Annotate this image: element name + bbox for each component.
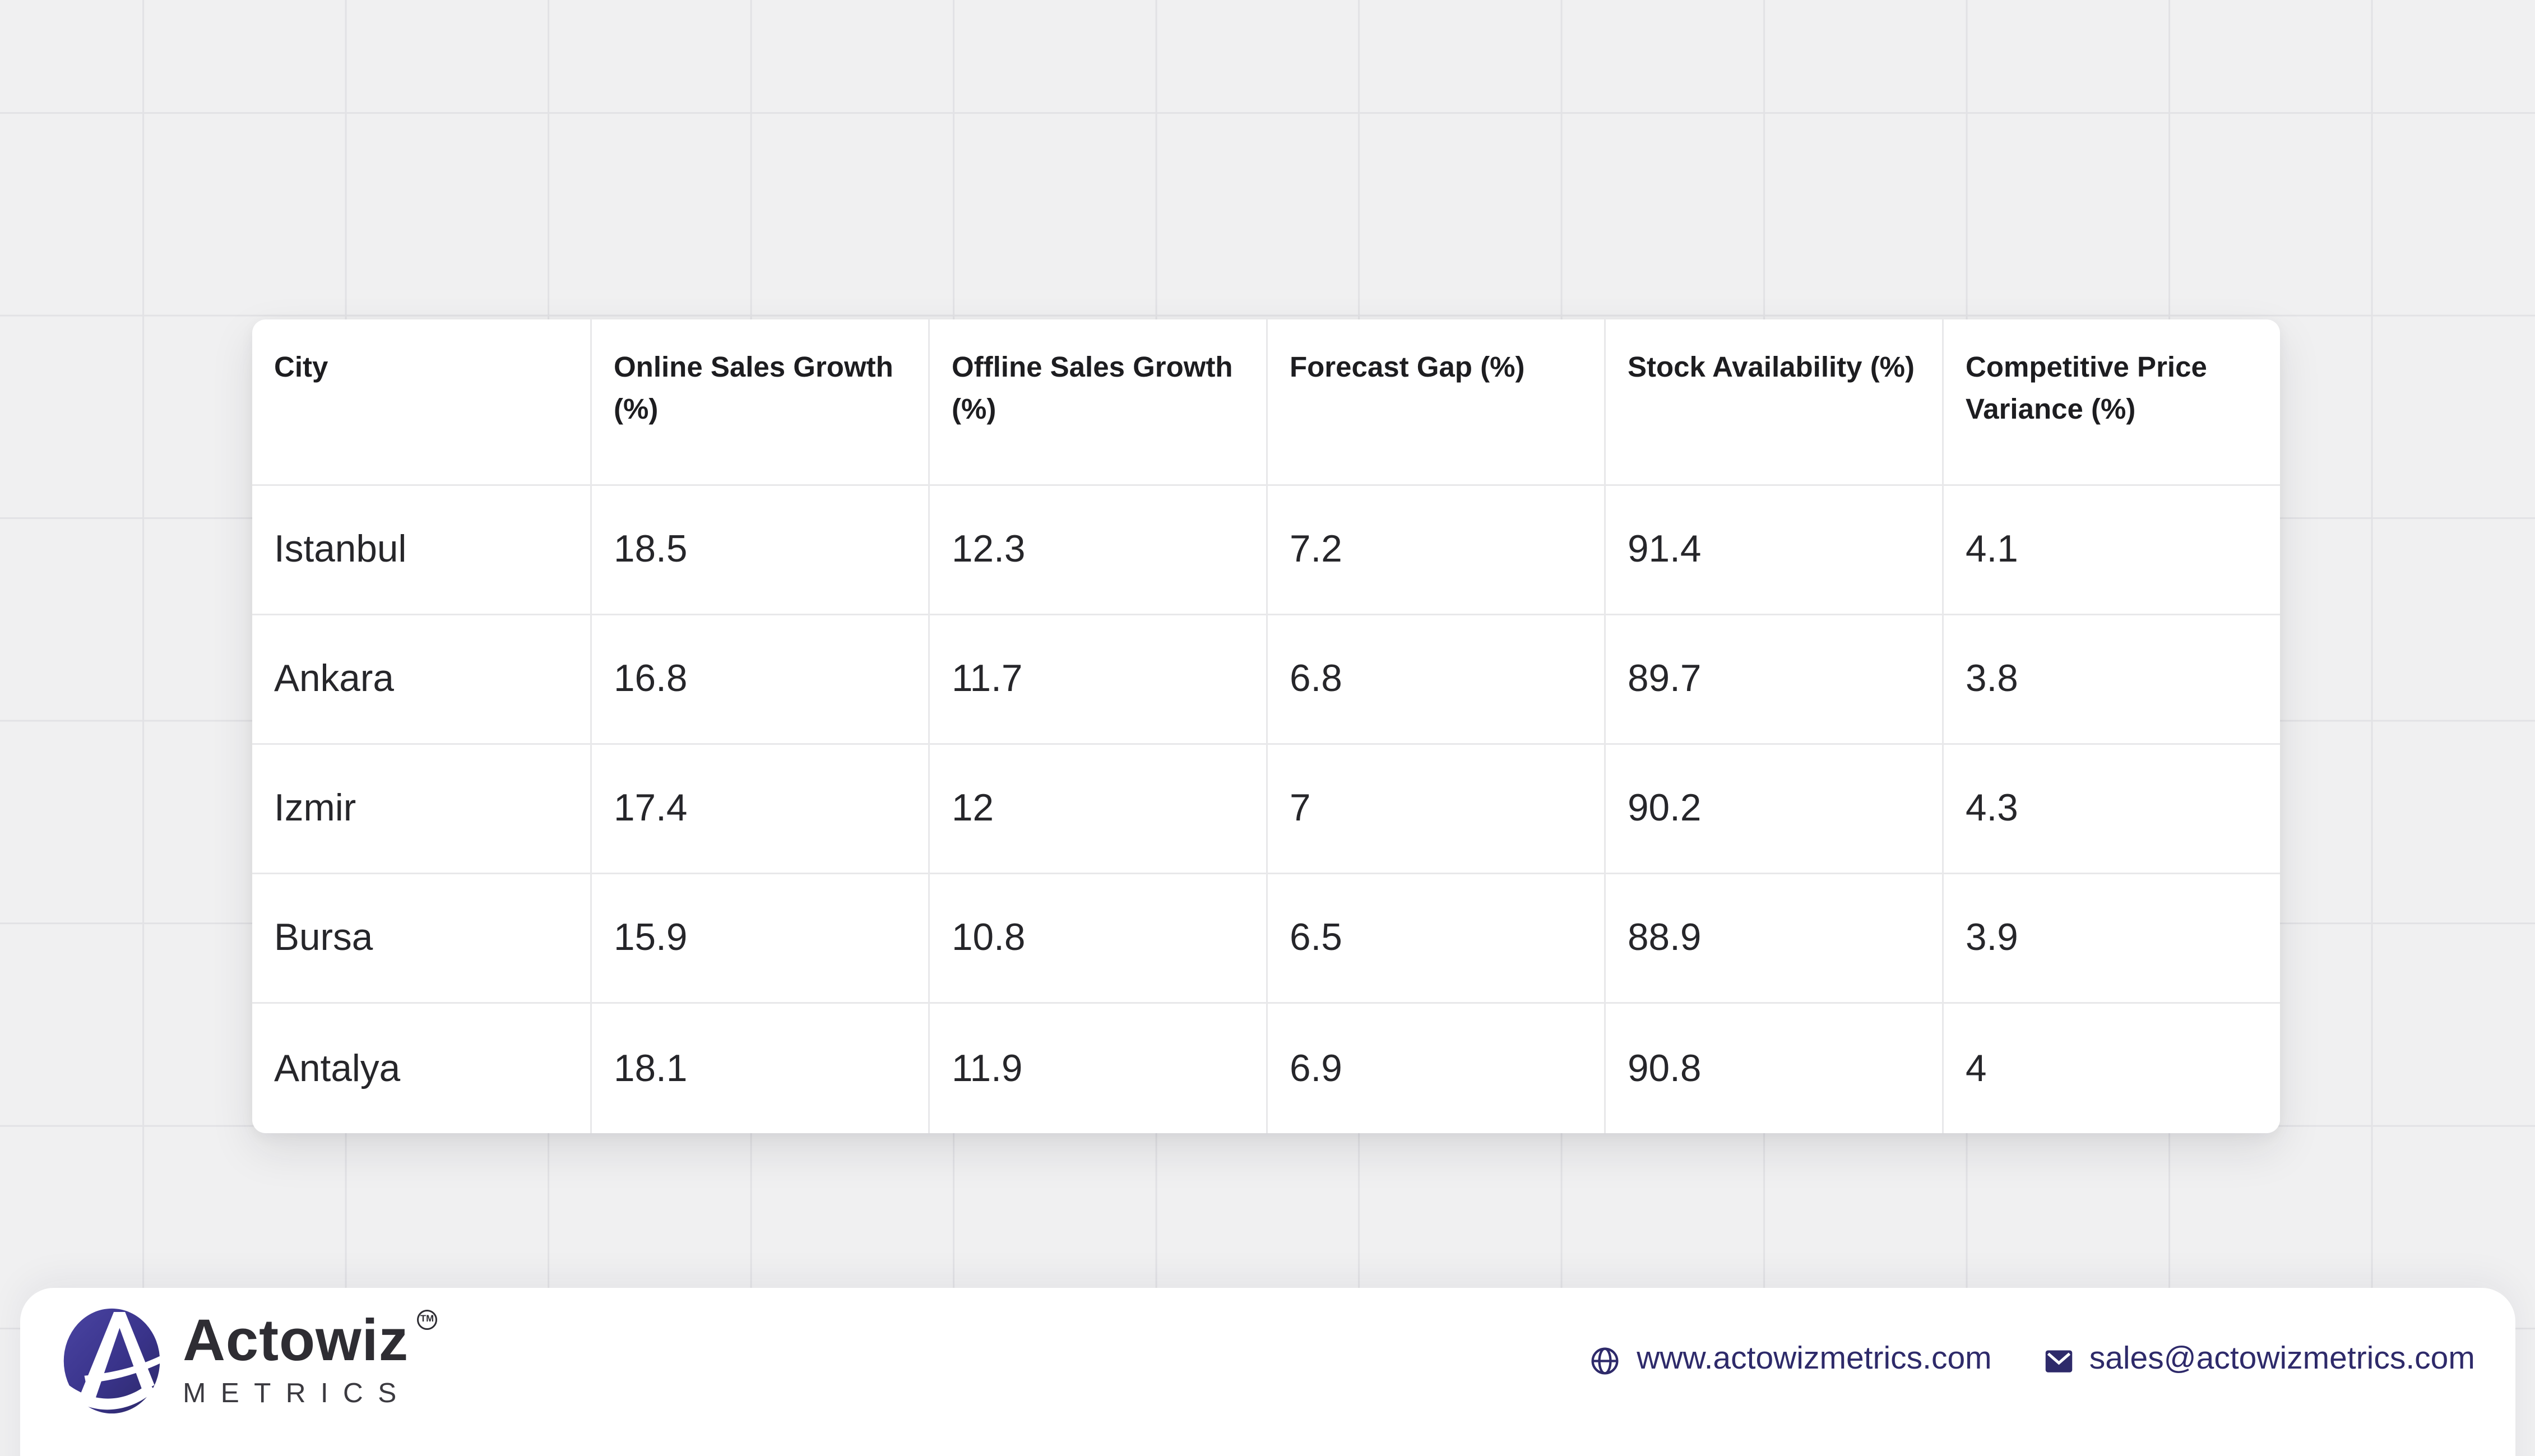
footer-contacts: www.actowizmetrics.com sales@actowizmetr… bbox=[1589, 1342, 2475, 1379]
table-header-row: City Online Sales Growth (%) Offline Sales… bbox=[252, 319, 2280, 486]
table-row: Ankara 16.8 11.7 6.8 89.7 3.8 bbox=[252, 615, 2280, 745]
city-cell: Bursa bbox=[252, 874, 590, 1004]
email-link[interactable]: sales@actowizmetrics.com bbox=[2042, 1342, 2475, 1379]
table-row: Izmir 17.4 12 7 90.2 4.3 bbox=[252, 745, 2280, 875]
value-cell: 4.3 bbox=[1942, 745, 2280, 875]
website-link[interactable]: www.actowizmetrics.com bbox=[1589, 1342, 1992, 1379]
value-cell: 17.4 bbox=[590, 745, 928, 875]
value-cell: 12.3 bbox=[928, 486, 1266, 616]
brand-logo: Actowiz TM METRICS bbox=[62, 1307, 438, 1413]
value-cell: 7 bbox=[1266, 745, 1604, 875]
column-header-4: Stock Availability (%) bbox=[1604, 319, 1942, 486]
value-cell: 90.8 bbox=[1604, 1004, 1942, 1133]
column-header-5: Competitive Price Variance (%) bbox=[1942, 319, 2280, 486]
table-row: Istanbul 18.5 12.3 7.2 91.4 4.1 bbox=[252, 486, 2280, 616]
brand-name: Actowiz bbox=[183, 1308, 409, 1374]
value-cell: 7.2 bbox=[1266, 486, 1604, 616]
table-row: Bursa 15.9 10.8 6.5 88.9 3.9 bbox=[252, 874, 2280, 1004]
value-cell: 10.8 bbox=[928, 874, 1266, 1004]
value-cell: 90.2 bbox=[1604, 745, 1942, 875]
value-cell: 91.4 bbox=[1604, 486, 1942, 616]
brand-subtitle: METRICS bbox=[183, 1378, 411, 1408]
value-cell: 89.7 bbox=[1604, 615, 1942, 745]
value-cell: 16.8 bbox=[590, 615, 928, 745]
city-cell: Izmir bbox=[252, 745, 590, 875]
value-cell: 6.5 bbox=[1266, 874, 1604, 1004]
website-text: www.actowizmetrics.com bbox=[1637, 1342, 1992, 1378]
footer-content: Actowiz TM METRICS www.actowizmetrics.co… bbox=[20, 1305, 2515, 1416]
column-header-1: Online Sales Growth (%) bbox=[590, 319, 928, 486]
value-cell: 6.9 bbox=[1266, 1004, 1604, 1133]
value-cell: 12 bbox=[928, 745, 1266, 875]
footer-bar: Actowiz TM METRICS www.actowizmetrics.co… bbox=[20, 1288, 2515, 1456]
data-table-card: City Online Sales Growth (%) Offline Sales… bbox=[252, 319, 2280, 1133]
column-header-0: City bbox=[252, 320, 590, 486]
value-cell: 4 bbox=[1942, 1004, 2280, 1133]
table-row: Antalya 18.1 11.9 6.9 90.8 4 bbox=[252, 1004, 2280, 1133]
globe-icon bbox=[1592, 1347, 1619, 1374]
value-cell: 18.1 bbox=[590, 1004, 928, 1133]
value-cell: 6.8 bbox=[1266, 615, 1604, 745]
value-cell: 11.9 bbox=[928, 1004, 1266, 1133]
value-cell: 88.9 bbox=[1604, 874, 1942, 1004]
city-cell: Antalya bbox=[274, 1046, 401, 1089]
value-cell: 18.5 bbox=[590, 486, 928, 616]
value-cell: 11.7 bbox=[928, 615, 1266, 745]
actowiz-logo-icon bbox=[62, 1308, 161, 1413]
column-header-2: Offline Sales Growth (%) bbox=[928, 319, 1266, 486]
value-cell: 4.1 bbox=[1942, 486, 2280, 616]
city-cell: Ankara bbox=[252, 616, 590, 745]
trademark-badge: TM bbox=[417, 1310, 438, 1330]
mail-icon bbox=[2045, 1350, 2071, 1372]
value-cell: 3.8 bbox=[1942, 615, 2280, 745]
email-text: sales@actowizmetrics.com bbox=[2089, 1342, 2475, 1378]
table-body: Istanbul 18.5 12.3 7.2 91.4 4.1 Ankara 16.8 11.7… bbox=[252, 486, 2280, 1133]
value-cell: 15.9 bbox=[590, 874, 928, 1004]
city-cell: Istanbul bbox=[252, 486, 590, 616]
brand-text: Actowiz TM METRICS bbox=[183, 1308, 438, 1410]
column-header-3: Forecast Gap (%) bbox=[1266, 319, 1604, 486]
value-cell: 3.9 bbox=[1942, 874, 2280, 1004]
